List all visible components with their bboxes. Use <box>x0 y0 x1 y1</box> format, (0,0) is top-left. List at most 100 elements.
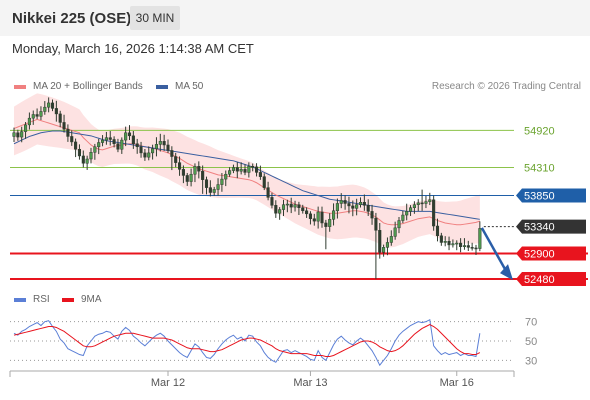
rsi-legend-swatch <box>14 298 26 302</box>
candle-body <box>201 170 205 180</box>
candle-body <box>328 219 332 227</box>
candle-body <box>289 203 293 208</box>
candle <box>170 146 174 171</box>
candle <box>382 244 386 257</box>
candle <box>308 211 312 225</box>
candle-body <box>293 204 297 208</box>
candle <box>405 203 409 221</box>
candle <box>362 194 366 211</box>
candle <box>281 199 286 217</box>
candle <box>16 129 20 141</box>
candle <box>266 181 270 201</box>
credit-text: Research © 2026 Trading Central <box>431 81 581 92</box>
candle-body <box>247 166 251 173</box>
candle-body <box>270 197 274 206</box>
candle <box>224 170 228 187</box>
candle <box>435 218 440 242</box>
level-label-54920: 54920 <box>524 125 555 137</box>
candle <box>220 173 224 192</box>
ma20-line <box>13 118 481 226</box>
candle-body <box>274 205 278 214</box>
candle-body <box>143 152 147 158</box>
rsi-ma-line <box>13 324 481 357</box>
candle <box>439 232 443 246</box>
candle-body <box>85 158 89 164</box>
candle-body <box>170 150 174 157</box>
candle <box>189 168 193 187</box>
candle <box>39 106 43 121</box>
candle-body <box>239 169 243 172</box>
candle <box>316 206 320 229</box>
candle <box>397 216 401 234</box>
candle-body <box>312 218 316 222</box>
ma50-line <box>13 130 480 220</box>
candle <box>355 198 359 216</box>
candle-body <box>308 213 312 219</box>
candle-body <box>478 228 482 249</box>
candle <box>228 167 232 177</box>
candle <box>93 143 97 160</box>
candle <box>31 110 35 125</box>
candle <box>374 212 378 280</box>
candle-body <box>378 230 382 253</box>
candle <box>328 213 332 232</box>
forecast-arrow-shaft <box>480 227 507 270</box>
candle-body <box>154 144 158 149</box>
candle-body <box>332 210 336 220</box>
ma50-legend-swatch <box>156 85 168 89</box>
candle <box>201 165 205 194</box>
bollinger-bands <box>14 93 480 248</box>
candle <box>385 237 389 256</box>
candle-body <box>58 113 62 123</box>
candle-body <box>351 205 355 209</box>
candle <box>162 134 166 151</box>
candle <box>370 204 374 225</box>
candle <box>85 155 89 170</box>
candle-body <box>216 184 220 190</box>
candle-body <box>81 155 85 164</box>
candle-body <box>435 225 440 237</box>
candle-body <box>189 173 193 182</box>
candle <box>412 201 416 214</box>
candle-body <box>77 148 82 157</box>
candle-body <box>266 187 270 198</box>
price-levels <box>10 129 588 281</box>
candle-body <box>228 170 232 175</box>
timestamp: Monday, March 16, 2026 1:14:38 AM CET <box>12 41 254 56</box>
timeframe-button[interactable]: 30 MIN <box>130 6 180 30</box>
candle-body <box>158 141 162 145</box>
forecast-arrow-head <box>500 264 513 281</box>
ma20-legend-label: MA 20 + Bollinger Bands <box>33 81 143 92</box>
candle <box>470 242 474 251</box>
candle-body <box>316 211 320 222</box>
candle-body <box>347 203 351 207</box>
candle-body <box>405 211 409 216</box>
candle <box>432 195 436 231</box>
candle <box>70 130 74 146</box>
moving-averages <box>13 118 481 226</box>
candle <box>104 131 108 145</box>
level-label-53850: 53850 <box>524 191 555 203</box>
candle-body <box>324 222 328 227</box>
candle-body <box>385 242 389 248</box>
candle-body <box>374 217 378 231</box>
candle <box>332 203 336 226</box>
candle <box>424 195 428 209</box>
candle-body <box>54 108 58 115</box>
bollinger-band-area <box>14 93 480 248</box>
candle <box>420 189 424 211</box>
candle <box>62 114 66 133</box>
candle <box>289 197 293 214</box>
candle <box>181 165 185 184</box>
candle <box>208 180 212 197</box>
candle <box>47 97 51 113</box>
candle <box>204 176 209 195</box>
candle-body <box>178 162 182 170</box>
instrument-title: Nikkei 225 (OSE) <box>12 10 132 27</box>
candle-body <box>16 132 20 138</box>
candle <box>416 199 420 212</box>
candle-body <box>127 132 132 137</box>
candle <box>197 161 201 179</box>
candle-body <box>474 247 478 250</box>
candle <box>74 138 78 158</box>
